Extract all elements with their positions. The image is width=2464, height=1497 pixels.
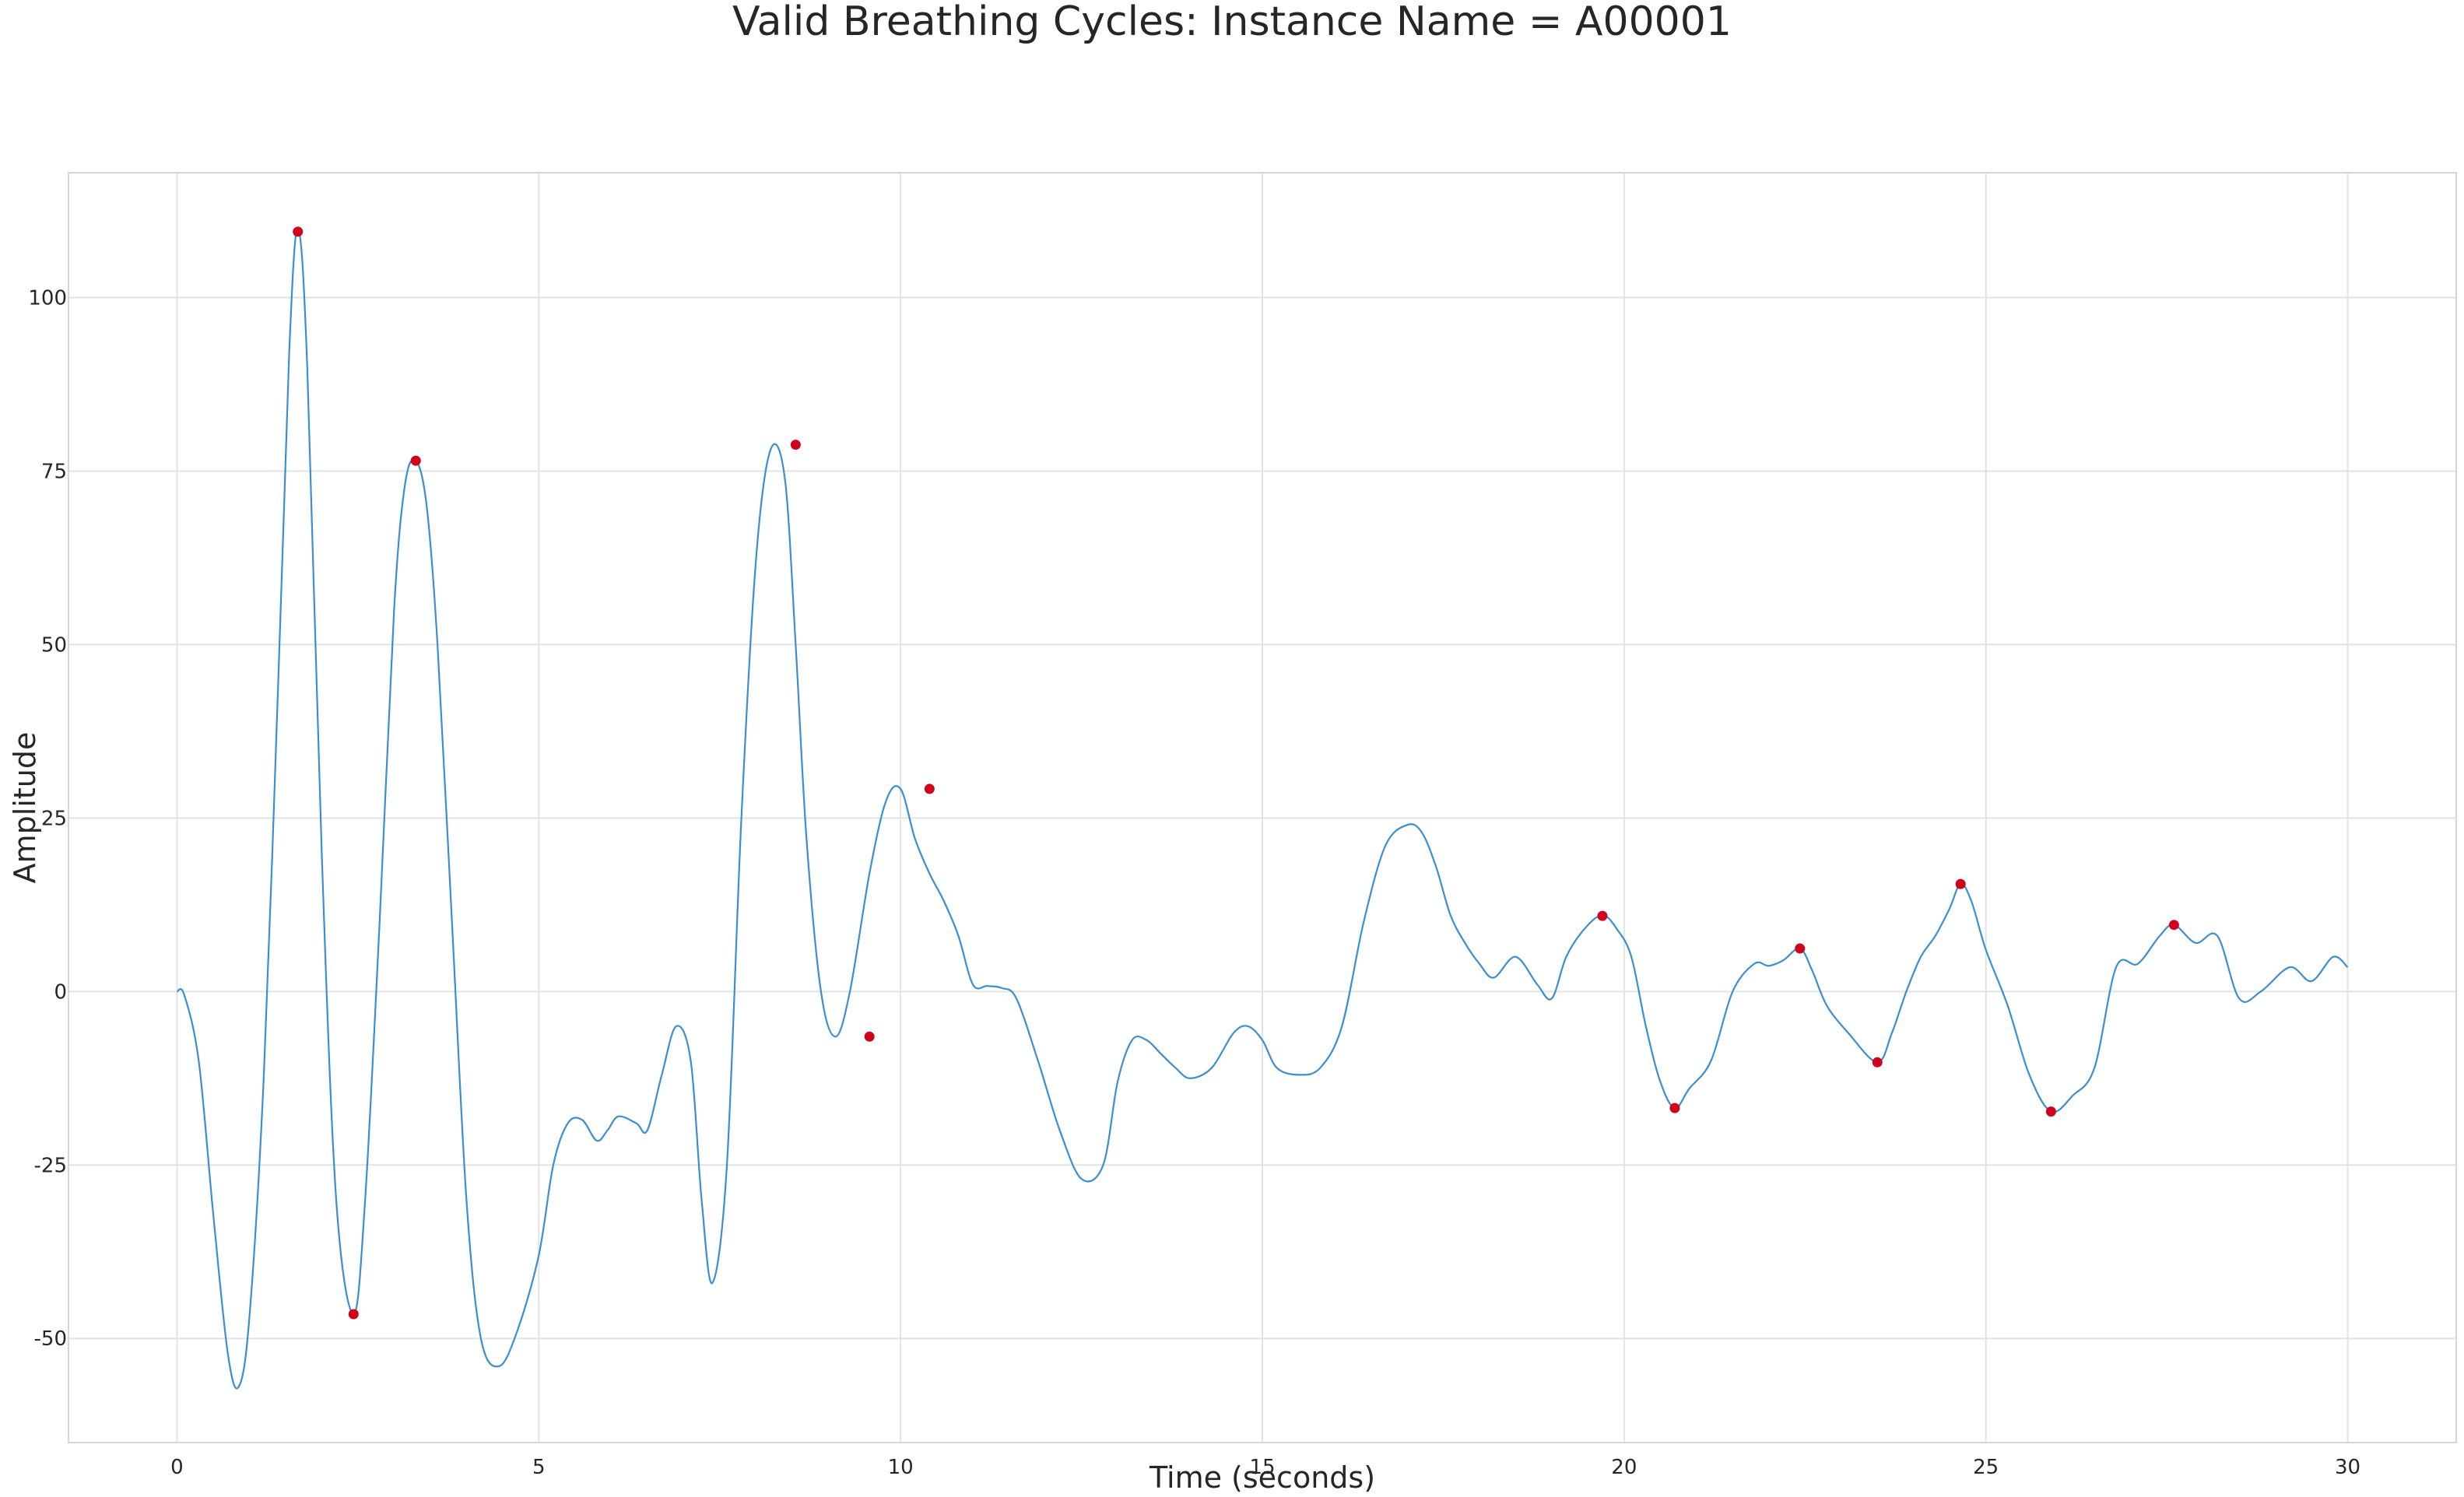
cycle-marker	[2045, 1106, 2056, 1117]
y-tick-label: 50	[41, 633, 67, 657]
cycle-marker	[2168, 920, 2179, 931]
x-tick-label: 20	[1611, 1456, 1637, 1479]
cycle-marker	[1597, 910, 1608, 921]
series-layer	[176, 227, 2349, 1390]
y-tick-label: -25	[34, 1154, 67, 1177]
signal-line	[176, 227, 2349, 1390]
plot-frame	[68, 172, 2457, 1443]
y-tick-label: 100	[28, 287, 67, 310]
cycle-marker	[864, 1031, 875, 1042]
cycle-marker	[410, 455, 421, 466]
cycle-marker	[1872, 1057, 1883, 1068]
cycle-marker	[1955, 878, 1966, 889]
y-tick-label: 75	[41, 460, 67, 483]
cycle-marker	[293, 226, 304, 237]
cycle-marker	[790, 440, 801, 451]
cycle-marker	[1795, 943, 1806, 954]
x-tick-label: 25	[1973, 1456, 1999, 1479]
marker-layer	[293, 226, 2179, 1320]
y-axis-title: Amplitude	[8, 732, 42, 884]
cycle-marker	[348, 1309, 359, 1320]
x-tick-label: 0	[170, 1456, 184, 1479]
cycle-marker	[924, 784, 935, 794]
y-tick-label: 0	[54, 980, 67, 1004]
y-tick-label: 25	[41, 807, 67, 830]
x-tick-label: 5	[532, 1456, 546, 1479]
x-tick-label: 10	[888, 1456, 914, 1479]
y-tick-label: -50	[34, 1327, 67, 1351]
cycle-marker	[1669, 1103, 1680, 1113]
x-tick-label: 15	[1249, 1456, 1275, 1479]
x-axis-title: Time (seconds)	[1149, 1460, 1375, 1495]
x-tick-label: 30	[2335, 1456, 2360, 1479]
tick-layer: 0 5 10 15 20 25 30 -50 -25 0 25 50 75 100	[28, 287, 2360, 1479]
grid-layer	[68, 173, 2456, 1443]
chart-title: Valid Breathing Cycles: Instance Name = …	[732, 0, 1732, 45]
